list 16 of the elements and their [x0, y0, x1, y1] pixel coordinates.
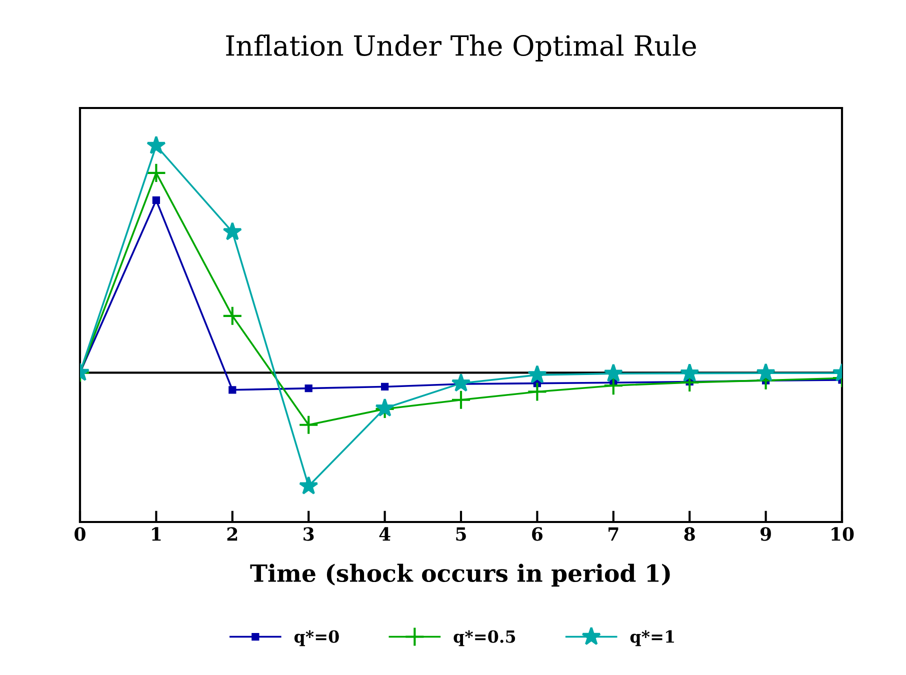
x-tick-label: 2: [227, 527, 238, 541]
x-tick-label: 8: [684, 527, 695, 541]
x-tick-label: 3: [304, 527, 314, 541]
legend-label: q*=1: [630, 630, 674, 646]
x-tick-label: 1: [152, 527, 161, 541]
x-tick-label: 6: [532, 527, 543, 541]
x-tick-label: 5: [456, 527, 466, 541]
x-axis-title: Time (shock occurs in period 1): [250, 564, 670, 587]
x-tick-label: 10: [832, 527, 854, 541]
x-tick-label: 4: [379, 527, 390, 541]
legend-label: q*=0: [294, 630, 339, 646]
x-tick-label: 9: [760, 527, 771, 541]
legend-label: q*=0.5: [454, 630, 516, 646]
x-tick-label: 7: [608, 527, 618, 541]
x-tick-label: 0: [74, 527, 86, 541]
chart-title: Inflation Under The Optimal Rule: [226, 34, 696, 62]
